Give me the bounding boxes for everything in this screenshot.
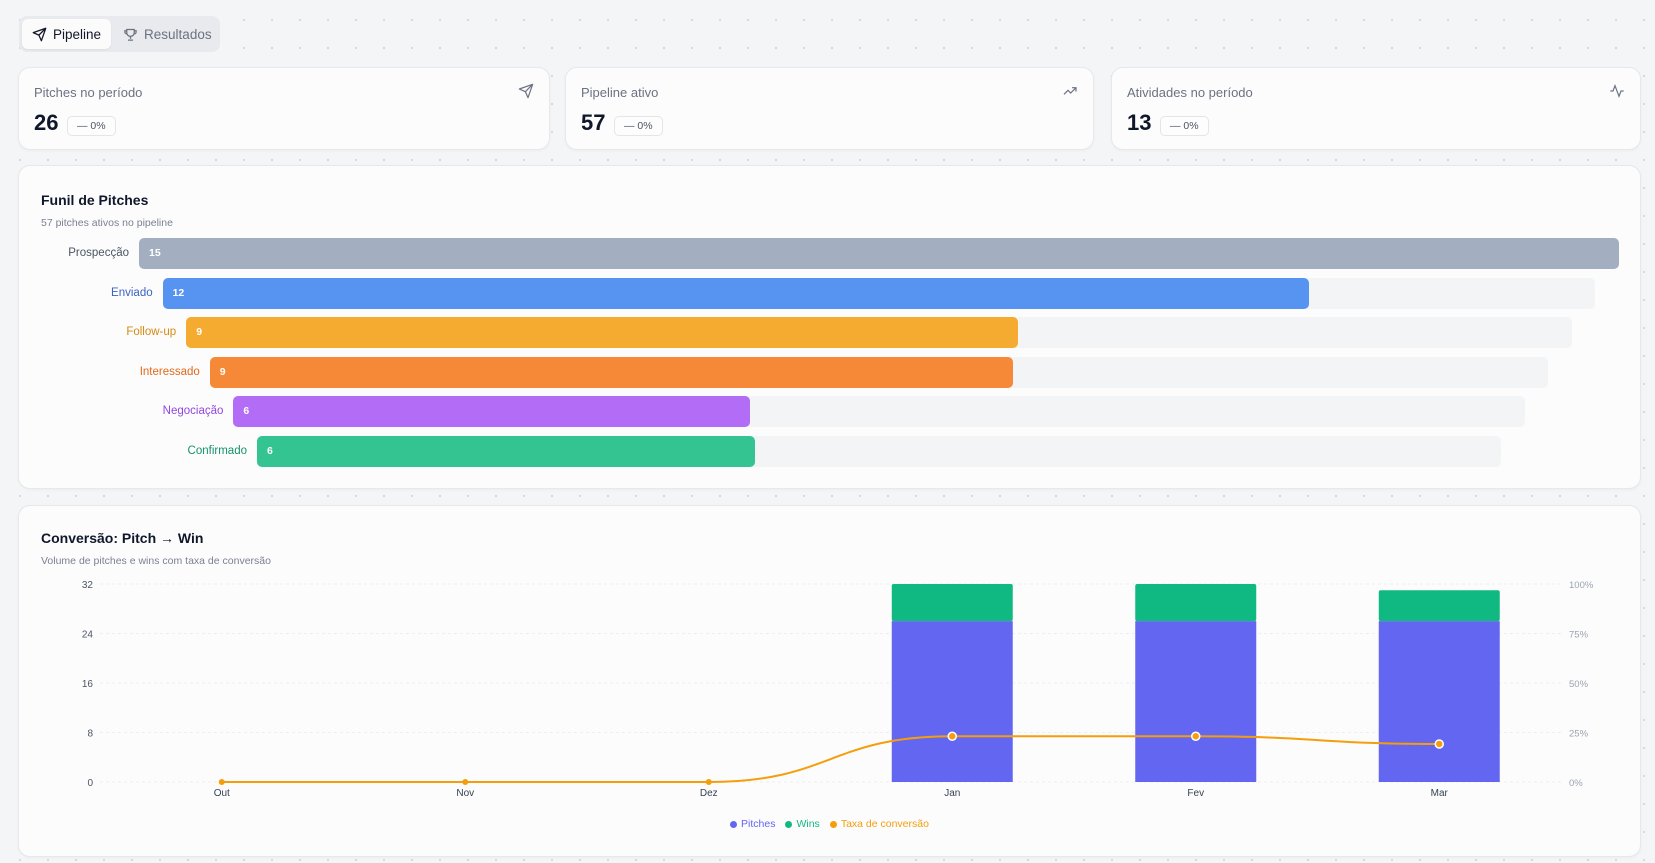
funnel-stage-bar[interactable]: 15: [139, 238, 1619, 269]
wins-bar: [1135, 584, 1257, 622]
legend-dot: [730, 820, 738, 828]
conversion-card: Conversão: Pitch → Win Volume de pitches…: [18, 505, 1641, 857]
conversion-rate-point: [705, 779, 712, 785]
conversion-rate-line: [221, 735, 1440, 783]
card-title: Conversão: Pitch → Win: [41, 530, 204, 546]
funnel-stage-track: 6: [233, 396, 1525, 428]
funnel-stage-bar[interactable]: 6: [257, 436, 755, 467]
y-left-tick-label: 24: [82, 630, 94, 641]
funnel-stage-track: 6: [257, 436, 1501, 467]
y-left-tick-label: 0: [87, 778, 93, 789]
y-right-tick-label: 75%: [1569, 630, 1589, 641]
x-tick-label: Mar: [1431, 788, 1449, 799]
funnel-stage-label: Interessado: [139, 365, 200, 378]
conversion-rate-point: [1191, 731, 1201, 742]
stat-card-atividades: Atividades no período 13 — 0%: [1111, 67, 1641, 150]
wins-bar: [1378, 590, 1500, 622]
card-subtitle: Volume de pitches e wins com taxa de con…: [41, 555, 271, 567]
send-icon: [32, 27, 47, 41]
stat-label: Pitches no período: [34, 85, 143, 100]
stat-value: 13: [1127, 110, 1152, 135]
stat-card-pipeline: Pipeline ativo 57 — 0%: [565, 67, 1094, 150]
legend-label: Pitches: [741, 818, 776, 830]
legend-item-pitches[interactable]: Pitches: [730, 818, 775, 830]
activity-icon: [1610, 83, 1624, 99]
y-left-tick-label: 16: [82, 679, 94, 690]
funnel-card: Funil de Pitches 57 pitches ativos no pi…: [18, 165, 1641, 489]
card-title: Funil de Pitches: [41, 192, 149, 208]
conversion-rate-point: [1434, 739, 1444, 749]
stat-label: Pipeline ativo: [581, 85, 659, 100]
funnel-stage-bar[interactable]: 9: [209, 356, 1013, 388]
y-left-tick-label: 32: [82, 580, 94, 591]
send-icon: [518, 83, 534, 99]
conversion-rate-point: [218, 779, 225, 785]
legend-label: Taxa de conversão: [840, 818, 929, 830]
x-tick-label: Dez: [700, 788, 718, 799]
trending-up-icon: [1063, 87, 1077, 95]
card-subtitle: 57 pitches ativos no pipeline: [41, 217, 173, 229]
funnel-stage-track: 9: [186, 317, 1572, 349]
funnel-stage-bar[interactable]: 6: [233, 396, 750, 428]
funnel-stage-label: Confirmado: [187, 445, 247, 457]
y-left-tick-label: 8: [87, 729, 93, 740]
pitches-bar: [1378, 621, 1500, 782]
change-badge: — 0%: [614, 116, 663, 136]
legend-item-wins[interactable]: Wins: [785, 818, 820, 830]
y-right-tick-label: 100%: [1569, 580, 1594, 591]
x-tick-label: Out: [214, 788, 230, 799]
funnel-stage-label: Enviado: [111, 286, 153, 299]
stat-card-pitches: Pitches no período 26 — 0%: [18, 67, 550, 150]
legend-item-taxa[interactable]: Taxa de conversão: [829, 818, 929, 830]
tab-pipeline[interactable]: Pipeline: [22, 19, 112, 49]
y-right-tick-label: 25%: [1569, 729, 1589, 740]
funnel-stage-label: Prospecção: [68, 247, 129, 259]
conversion-rate-point: [947, 731, 957, 742]
stat-label: Atividades no período: [1127, 85, 1253, 100]
stat-value: 26: [34, 110, 59, 135]
x-tick-label: Jan: [944, 788, 960, 799]
conversion-rate-point: [462, 779, 469, 785]
tab-label: Pipeline: [53, 26, 102, 42]
funnel-stage-track: 15: [139, 238, 1619, 269]
trophy-icon: [124, 28, 137, 41]
x-tick-label: Fev: [1187, 788, 1204, 799]
funnel-stage-label: Follow-up: [126, 326, 177, 339]
tab-label: Resultados: [144, 26, 212, 42]
funnel-stage-bar[interactable]: 9: [186, 317, 1018, 349]
funnel-stage-track: 9: [209, 356, 1549, 388]
funnel-stage-track: 12: [162, 277, 1596, 309]
tab-resultados[interactable]: Resultados: [113, 19, 222, 49]
pitches-bar: [1135, 621, 1257, 782]
change-badge: — 0%: [1160, 116, 1209, 136]
legend-dot: [785, 820, 793, 828]
pitches-bar: [891, 621, 1013, 782]
chart-legend: Pitches Wins Taxa de conversão: [19, 818, 1640, 830]
change-badge: — 0%: [67, 116, 116, 136]
y-right-tick-label: 50%: [1569, 679, 1589, 690]
stat-value: 57: [581, 110, 606, 135]
y-right-tick-label: 0%: [1569, 778, 1583, 789]
view-tabs: Pipeline Resultados: [19, 16, 220, 52]
legend-label: Wins: [796, 818, 820, 830]
funnel-stage-label: Negociação: [162, 405, 224, 418]
wins-bar: [891, 584, 1013, 622]
funnel-stage-bar[interactable]: 12: [162, 277, 1309, 309]
legend-dot: [829, 820, 837, 828]
x-tick-label: Nov: [456, 788, 474, 799]
conversion-chart: 0 8 16 24 32 0% 25% 50% 75% 100% Out Nov Dez Jan Fev Ma…: [82, 580, 1594, 799]
